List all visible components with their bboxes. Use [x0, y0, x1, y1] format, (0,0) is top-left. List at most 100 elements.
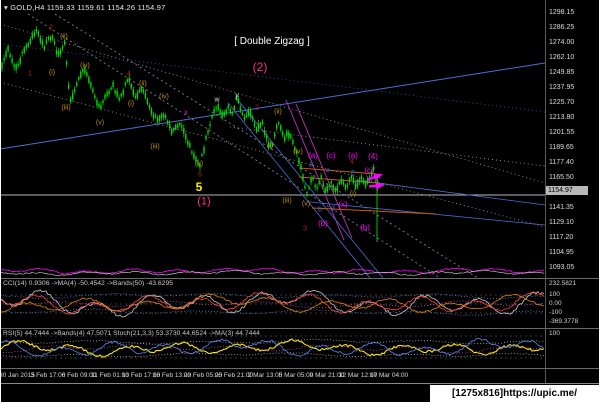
- trend-line[interactable]: [295, 103, 353, 239]
- wave-label[interactable]: (b): [318, 219, 328, 228]
- wave-label[interactable]: (iii): [150, 143, 160, 151]
- wave-label[interactable]: (i): [127, 100, 135, 108]
- time-axis-label[interactable]: 18 Feb 13:00: [152, 372, 192, 379]
- time-axis-label[interactable]: 2 Mar 13:00: [247, 372, 283, 379]
- wave-label[interactable]: w: [214, 96, 220, 104]
- wave-label[interactable]: 2: [49, 24, 53, 32]
- time-axis-border: [0, 383, 600, 384]
- price-axis-label: 1262.10: [549, 54, 575, 61]
- wave-label[interactable]: y: [235, 92, 239, 100]
- wave-label[interactable]: (iv): [293, 148, 303, 156]
- wave-label[interactable]: 1: [28, 70, 32, 78]
- price-axis-label: 1117.20: [549, 234, 574, 241]
- wave-label[interactable]: c: [326, 167, 330, 175]
- signal-arrow-icon: [368, 182, 385, 190]
- wave-label[interactable]: (v): [194, 160, 204, 168]
- cci-scale-label: -100: [549, 309, 563, 316]
- wave-label[interactable]: a: [309, 161, 313, 169]
- wave-label[interactable]: (iv): [159, 93, 169, 101]
- trend-line[interactable]: [0, 43, 546, 113]
- candlestick-series: [1, 25, 379, 198]
- wave-label[interactable]: (c): [364, 166, 374, 175]
- time-axis-label[interactable]: 11 Feb 01:00: [91, 372, 129, 379]
- price-axis-label: 1298.15: [549, 9, 575, 16]
- wave-label[interactable]: 5: [198, 171, 202, 179]
- rsi-scale-label: 100: [549, 330, 560, 337]
- wave-label[interactable]: (i): [266, 142, 274, 150]
- trend-line[interactable]: [0, 62, 546, 150]
- wave-label[interactable]: (1): [197, 195, 211, 208]
- trend-line[interactable]: [298, 167, 378, 175]
- wave-label[interactable]: x: [184, 109, 188, 117]
- time-axis-label[interactable]: 6 Feb 09:00: [61, 372, 97, 379]
- wave-label[interactable]: (v): [301, 200, 311, 208]
- time-axis-label[interactable]: 12 Mar 12:00: [338, 372, 378, 379]
- wave-label[interactable]: (iii): [282, 197, 292, 205]
- cci-scale-label: 100: [549, 291, 560, 298]
- price-axis-label: 1189.65: [549, 144, 574, 151]
- time-axis-label[interactable]: 13 Feb 17:00: [121, 372, 161, 379]
- indicator-curve: [0, 269, 545, 277]
- time-axis-label[interactable]: 25 Feb 21:00: [214, 372, 254, 379]
- wave-label[interactable]: (a): [308, 151, 318, 160]
- time-axis-label[interactable]: 23 Feb 05:00: [183, 372, 223, 379]
- wave-label[interactable]: b: [318, 206, 322, 214]
- wave-label[interactable]: (4): [368, 152, 378, 161]
- trend-line[interactable]: [285, 99, 345, 241]
- wave-label[interactable]: (x): [338, 200, 348, 209]
- indicator-curve: [0, 293, 545, 314]
- wave-label[interactable]: (iii): [61, 104, 71, 112]
- wave-label[interactable]: 4: [127, 70, 131, 78]
- pane-separator-cci[interactable]: [0, 328, 600, 329]
- wave-label[interactable]: (ii): [60, 33, 68, 41]
- indicator-curve: [0, 342, 545, 355]
- time-axis-label[interactable]: 9 Mar 21:00: [309, 372, 345, 379]
- trend-line[interactable]: [229, 126, 546, 167]
- price-axis-label: 1141.35: [549, 204, 574, 211]
- wave-label[interactable]: (2): [252, 60, 268, 74]
- wave-label[interactable]: (ii): [274, 108, 282, 116]
- indicator-curve: [0, 338, 545, 345]
- wave-label[interactable]: [ Double Zigzag ]: [234, 36, 310, 47]
- wave-label[interactable]: d: [331, 205, 335, 213]
- wave-label[interactable]: 4: [350, 158, 354, 166]
- wave-label[interactable]: 5: [195, 180, 203, 194]
- time-axis-label[interactable]: 17 Mar 04:00: [369, 372, 409, 379]
- wave-label[interactable]: (ii): [139, 80, 147, 88]
- pane-separator-rsi[interactable]: [0, 368, 600, 369]
- rsi-indicator-label: RSI(5) 44.7444 ->Bands(4) 47.5071 Stoch(…: [3, 330, 260, 337]
- trend-line[interactable]: [354, 179, 546, 206]
- indicator-curve: [0, 291, 545, 315]
- price-axis-label: 1213.80: [549, 114, 575, 121]
- time-axis-label[interactable]: 3 Feb 17:00: [30, 372, 66, 379]
- watermark-box: [1275x816]https://upic.me/: [430, 385, 599, 402]
- indicator-curve: [0, 308, 545, 316]
- indicator-curve: [0, 337, 545, 358]
- wave-label[interactable]: (b): [360, 223, 370, 232]
- wave-label[interactable]: (c): [326, 151, 336, 160]
- trend-line[interactable]: [0, 81, 546, 228]
- time-axis-label[interactable]: 30 Jan 2015: [0, 372, 35, 379]
- wave-label[interactable]: 2: [255, 104, 259, 112]
- wave-label[interactable]: (iv): [80, 62, 90, 70]
- current-price-tag: 1154.97: [546, 186, 588, 195]
- trend-line[interactable]: [54, 13, 479, 279]
- wave-label[interactable]: (a): [348, 151, 358, 160]
- indicator-curve: [0, 338, 545, 358]
- wave-label[interactable]: e: [351, 169, 355, 177]
- cci-scale-label: 0.00: [549, 300, 562, 307]
- wave-label[interactable]: (v): [95, 119, 105, 127]
- chart-title: ▾ GOLD,H4 1159.33 1159.61 1154.26 1154.9…: [4, 3, 166, 12]
- trend-line[interactable]: [236, 98, 384, 279]
- trend-line[interactable]: [27, 13, 441, 279]
- wave-label[interactable]: 3: [303, 225, 307, 233]
- wave-label[interactable]: (i): [48, 69, 56, 77]
- watermark-text: [1275x816]https://upic.me/: [451, 388, 578, 399]
- wave-label[interactable]: (i): [349, 190, 357, 198]
- trend-line[interactable]: [227, 102, 371, 279]
- time-axis-label[interactable]: 5 Mar 05:00: [278, 372, 314, 379]
- price-axis-label: 1129.10: [549, 219, 574, 226]
- pane-separator-main[interactable]: [0, 278, 600, 279]
